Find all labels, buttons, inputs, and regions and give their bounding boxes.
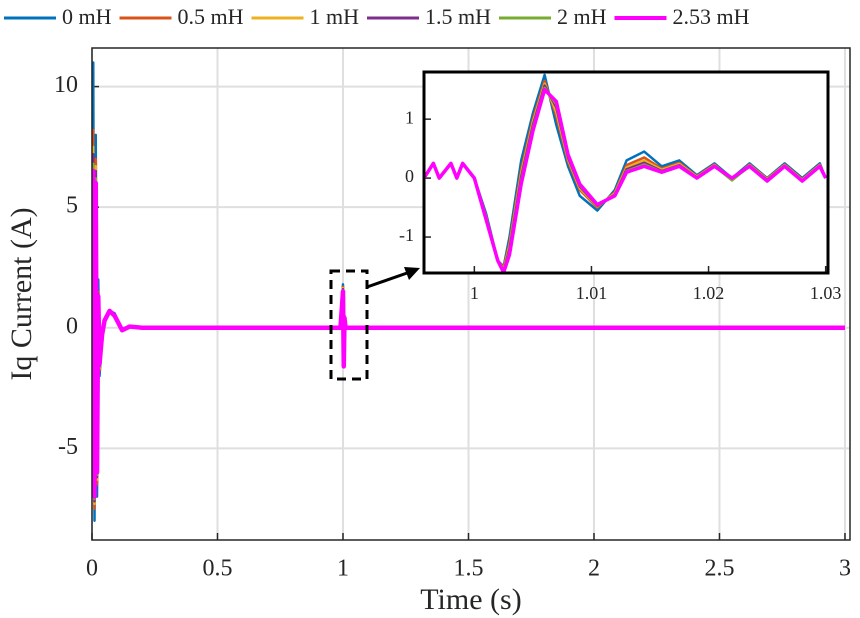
x-tick-label: 1.03 (810, 283, 842, 303)
x-tick-label: 1.01 (576, 283, 608, 303)
y-tick-label: 0 (66, 313, 78, 339)
inset-plot: 1 1.01 1.02 1.03 -1 0 1 (399, 70, 842, 303)
x-tick-label: 2.5 (704, 556, 734, 582)
series-line (424, 87, 828, 273)
zoom-arrow-head (404, 267, 420, 280)
y-tick-label: -1 (399, 225, 414, 245)
y-tick-label: 1 (405, 107, 414, 127)
x-tick-label: 2 (588, 556, 600, 582)
legend-label: 2 mH (557, 4, 607, 29)
plot-frame (422, 70, 830, 275)
legend-label: 1.5 mH (425, 4, 491, 29)
y-tick-label: 5 (66, 193, 78, 219)
x-tick-label: 1 (470, 283, 479, 303)
x-tick-label: 3 (839, 556, 851, 582)
zoom-box (329, 269, 369, 381)
legend-label: 1 mH (310, 4, 360, 29)
x-tick-label: 1.02 (693, 283, 725, 303)
x-tick-label: 0 (86, 556, 98, 582)
y-axis-label: Iq Current (A) (5, 207, 38, 380)
x-tick-label: 1 (337, 556, 349, 582)
zoom-arrow (366, 270, 411, 289)
legend-label: 2.53 mH (673, 4, 750, 29)
y-tick-label: -5 (58, 434, 78, 460)
legend-label: 0 mH (62, 4, 112, 29)
legend: 0 mH 0.5 mH 1 mH 1.5 mH 2 mH 2.53 mH (4, 4, 750, 29)
y-tick-label: 0 (405, 166, 414, 186)
y-tick-label: 10 (54, 72, 78, 98)
x-tick-label: 0.5 (202, 556, 232, 582)
x-tick-label: 1.5 (453, 556, 483, 582)
plot-frame (91, 47, 851, 541)
legend-label: 0.5 mH (178, 4, 244, 29)
series-line (92, 168, 845, 499)
x-axis-label: Time (s) (420, 583, 521, 616)
